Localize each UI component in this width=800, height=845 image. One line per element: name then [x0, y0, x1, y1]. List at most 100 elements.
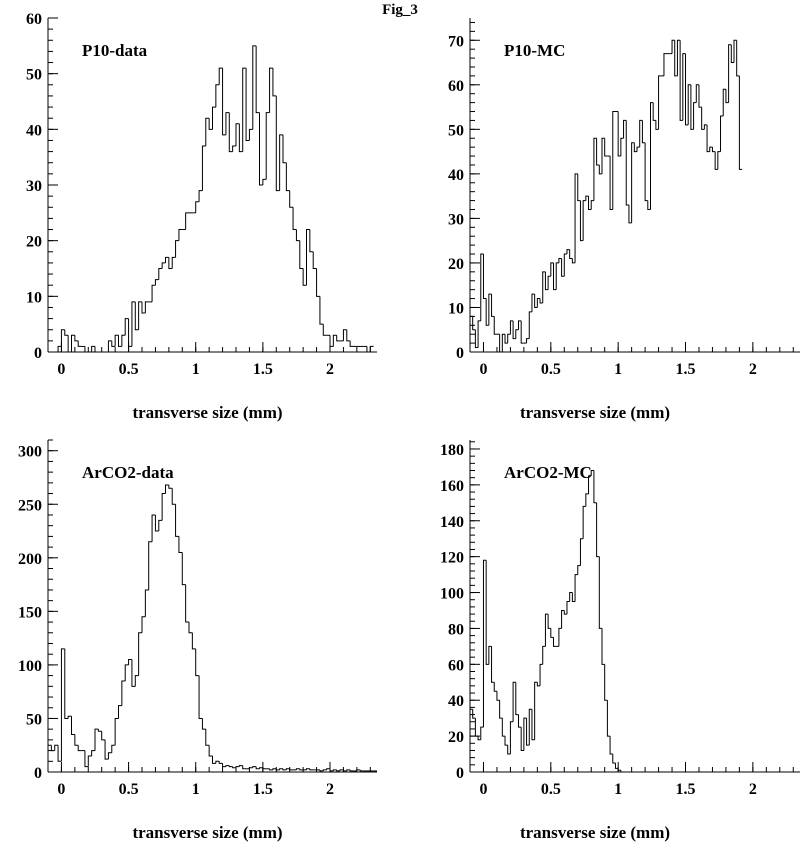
histogram-bin: [238, 123, 243, 153]
chart-panel-2: 0 10 20 30 40 50 60 70 0 0.5 1 1.5 2 P10-MC transverse…: [448, 18, 800, 422]
histogram-bin: [111, 340, 116, 347]
y-tick-label: 0: [456, 345, 464, 362]
histogram-bin: [614, 763, 619, 769]
histogram-bin: [512, 320, 516, 340]
histogram-bin: [359, 769, 364, 772]
x-tick-label: 0: [57, 361, 65, 378]
histogram-bin: [658, 75, 662, 130]
y-tick-label: 30: [26, 178, 42, 195]
histogram-bin: [633, 142, 638, 153]
histogram-bin: [299, 768, 304, 771]
histogram-bin: [736, 40, 740, 77]
histogram-bin: [299, 240, 304, 269]
histogram-bin: [309, 229, 314, 253]
histogram-bin: [507, 745, 511, 755]
histogram-bin: [577, 173, 581, 202]
histogram-bin: [625, 120, 629, 206]
histogram-bin: [480, 726, 484, 740]
histogram-bin: [171, 488, 176, 505]
histogram-bin: [141, 301, 146, 314]
histogram-bin: [604, 664, 608, 701]
histogram-bin: [507, 333, 511, 344]
histogram-bin: [201, 718, 206, 730]
histogram-bin: [644, 142, 648, 202]
histogram-bin: [124, 318, 129, 336]
histogram-bin: [536, 682, 541, 687]
histogram-bin: [319, 296, 324, 325]
histogram-bin: [526, 338, 530, 344]
histogram-bin: [97, 729, 102, 732]
histogram-bin: [205, 117, 210, 147]
histogram-bin: [57, 745, 62, 762]
histogram-bin: [571, 592, 576, 603]
x-tick-label: 0.5: [541, 361, 561, 378]
histogram-bin: [336, 769, 341, 772]
histogram-bin: [255, 766, 260, 770]
x-tick-label: 0.5: [119, 361, 139, 378]
histogram-bin: [550, 628, 554, 638]
histogram-bin: [346, 769, 351, 771]
panel-title: P10-MC: [504, 41, 565, 60]
histogram-bin: [275, 95, 280, 192]
x-tick-label: 1: [192, 361, 200, 378]
y-tick-label: 60: [26, 11, 42, 28]
histogram-bin: [124, 664, 129, 681]
histogram-bin: [609, 156, 613, 210]
histogram-bin: [342, 329, 347, 341]
histogram-bin: [474, 718, 479, 737]
histogram-bin: [107, 752, 112, 760]
histogram-bin: [107, 340, 112, 352]
histogram-bin: [225, 112, 230, 135]
y-tick-label: 60: [448, 78, 464, 95]
histogram-bin: [609, 736, 613, 755]
histogram-bin: [198, 675, 203, 719]
histogram-bin: [225, 765, 230, 767]
histogram-bin: [563, 253, 567, 277]
histogram-bin: [141, 616, 146, 633]
histogram-bin: [60, 329, 65, 347]
histogram-bin: [232, 766, 236, 769]
y-tick-label: 0: [34, 345, 42, 362]
histogram-bin: [593, 470, 597, 504]
histogram-bin: [477, 736, 481, 741]
histogram-bin: [279, 768, 283, 770]
histogram-bin: [255, 45, 260, 114]
histogram-bin: [285, 162, 290, 192]
histogram-bin: [601, 628, 605, 665]
histogram-bin: [289, 768, 294, 771]
histogram-bin: [509, 320, 514, 335]
histogram-bin: [606, 700, 611, 737]
histogram-bin: [50, 745, 55, 752]
histogram-bin: [515, 682, 519, 716]
y-tick-label: 300: [18, 444, 42, 461]
histogram-bin: [148, 541, 153, 590]
x-axis-title: transverse size (mm): [520, 403, 670, 422]
histogram-bin: [544, 271, 549, 291]
histogram-bin: [104, 739, 109, 760]
x-axis-title: transverse size (mm): [520, 823, 670, 842]
histogram-bin: [111, 744, 116, 753]
histogram-bin: [282, 768, 287, 771]
histogram-bin: [491, 646, 495, 683]
histogram-bin: [499, 334, 503, 353]
histogram-bin: [631, 142, 635, 223]
histogram-bin: [663, 53, 667, 76]
histogram-bin: [517, 320, 522, 330]
histogram-bin: [728, 44, 732, 103]
histogram-bin: [64, 648, 69, 719]
histogram-bin: [138, 632, 142, 676]
histogram-bin: [509, 721, 514, 755]
histogram-bin: [326, 768, 330, 770]
histogram-bin: [547, 614, 551, 629]
histogram-bin: [480, 253, 484, 321]
histogram-bin: [628, 205, 632, 224]
histogram-bin: [561, 609, 565, 629]
y-tick-label: 40: [448, 693, 464, 710]
histogram-bin: [161, 262, 166, 269]
histogram-bin: [520, 320, 524, 344]
histogram-bin: [349, 340, 354, 347]
histogram-bin: [733, 39, 737, 63]
histogram-bin: [181, 552, 186, 586]
histogram-bin: [569, 249, 573, 259]
